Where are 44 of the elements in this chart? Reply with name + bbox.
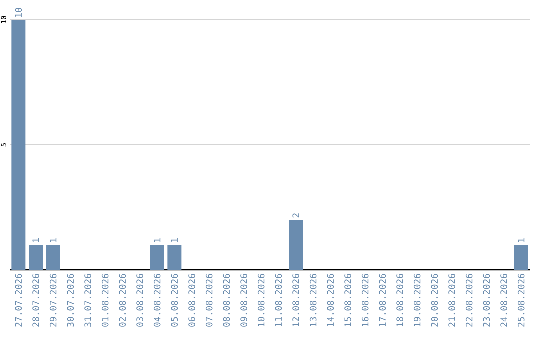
bar [29,245,44,270]
data-label: 1 [518,238,525,242]
x-tick-label: 04.08.2026 [154,274,161,327]
x-tick-label: 06.08.2026 [188,274,196,327]
data-label: 1 [171,238,178,242]
bar [289,220,304,270]
x-tick-label: 11.08.2026 [275,274,282,326]
x-tick-label: 23.08.2026 [483,274,490,327]
bar [514,245,528,270]
x-tick-label: 14.08.2026 [327,274,334,326]
x-tick-label: 21.08.2026 [448,274,456,327]
x-tick-label: 16.08.2026 [362,274,369,326]
data-label: 2 [292,214,300,218]
bar [168,245,182,270]
x-tick-label: 18.08.2026 [396,274,404,326]
x-tick-label: 09.08.2026 [240,274,248,327]
data-label: 10 [15,8,22,18]
x-tick-label: 17.08.2026 [379,274,386,326]
x-tick-label: 13.08.2026 [310,274,317,326]
x-tick-label: 25.08.2026 [518,274,525,327]
x-tick-label: 12.08.2026 [292,274,300,326]
x-tick-label: 02.08.2026 [119,274,126,327]
x-tick-label: 01.08.2026 [102,274,109,327]
x-tick-label: 24.08.2026 [500,274,508,327]
x-tick-label: 19.08.2026 [414,274,421,326]
x-tick-label: 30.07.2026 [67,274,74,327]
data-label: 1 [154,238,161,242]
x-tick-label: 31.07.2026 [84,274,92,327]
data-label: 1 [32,238,40,242]
x-tick-label: 29.07.2026 [50,274,57,327]
bar [12,20,26,270]
data-label: 1 [50,238,57,242]
x-tick-label: 20.08.2026 [431,274,438,327]
x-tick-label: 15.08.2026 [344,274,352,326]
bar [150,245,164,270]
x-tick-label: 08.08.2026 [223,274,230,327]
x-tick-label: 03.08.2026 [136,274,144,327]
x-tick-label: 07.08.2026 [206,274,213,327]
x-tick-label: 10.08.2026 [258,274,265,326]
x-tick-label: 22.08.2026 [466,274,473,327]
x-tick-label: 27.07.2026 [15,274,22,327]
x-tick-label: 05.08.2026 [171,274,178,327]
bar [46,245,60,270]
x-tick-label: 28.07.2026 [32,274,40,327]
